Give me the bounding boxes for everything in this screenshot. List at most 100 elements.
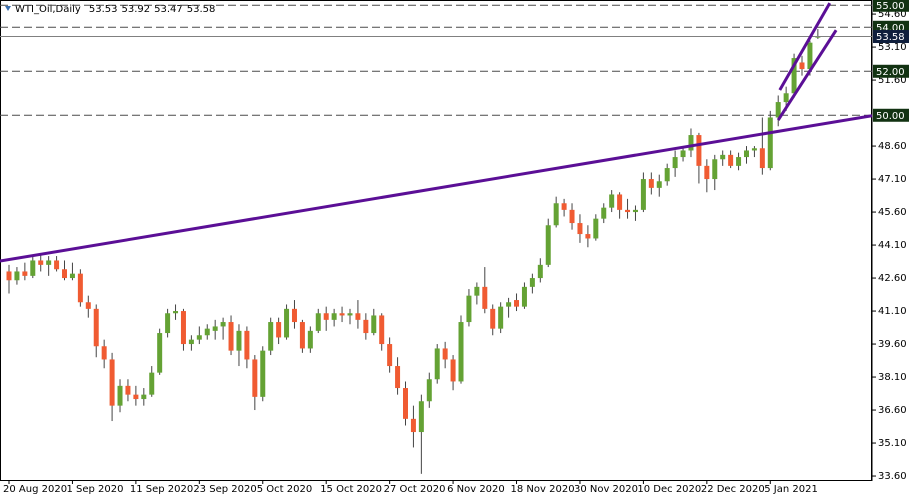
candle-body	[751, 148, 757, 151]
x-tick-label: 11 Sep 2020	[130, 484, 193, 495]
candle-body	[743, 150, 749, 158]
current-price-label: 53.58	[876, 32, 905, 43]
candle-body	[307, 330, 313, 349]
candle-body	[6, 271, 12, 281]
y-tick-label: 39.60	[878, 339, 907, 350]
candle-body	[680, 150, 686, 158]
candle-body	[252, 359, 258, 397]
candle-body	[220, 322, 226, 327]
candle-body	[363, 319, 369, 334]
candle-body	[712, 159, 718, 180]
candle-body	[783, 93, 789, 103]
current-price-box	[873, 30, 909, 44]
candle-body	[188, 339, 194, 345]
candle-body	[759, 148, 765, 169]
candle-body	[22, 271, 28, 276]
x-tick-label: 5 Jan 2021	[764, 484, 818, 495]
candle-body	[426, 379, 432, 402]
x-tick-label: 1 Sep 2020	[66, 484, 123, 495]
header-open: 53.53	[89, 4, 118, 15]
candle-body	[664, 168, 670, 182]
header-close: 53.58	[187, 4, 216, 15]
candle-body	[791, 58, 797, 94]
candle-body	[14, 271, 20, 281]
candle-body	[165, 313, 171, 334]
candle-body	[569, 209, 575, 224]
candle-body	[173, 311, 179, 314]
plot-area	[0, 0, 872, 481]
candle-body	[276, 322, 282, 338]
x-tick-label: 20 Aug 2020	[3, 484, 67, 495]
y-tick-label: 38.10	[878, 372, 907, 383]
candle-body	[141, 394, 147, 400]
candle-body	[196, 335, 202, 340]
candle-body	[648, 179, 654, 188]
level-label: 54.00	[876, 23, 905, 34]
candle-body	[506, 302, 512, 307]
candle-body	[204, 328, 210, 336]
candle-body	[632, 209, 638, 213]
candle-body	[157, 333, 163, 373]
candle-body	[490, 308, 496, 329]
candle-body	[30, 260, 36, 276]
candle-body	[553, 203, 559, 226]
y-tick-label: 44.10	[878, 240, 907, 251]
trend-line	[776, 29, 838, 121]
candle-body	[458, 322, 464, 382]
candle-body	[807, 42, 813, 70]
candle-body	[521, 286, 527, 307]
candle-body	[323, 313, 329, 320]
candle-body	[537, 264, 543, 279]
candle-body	[395, 366, 401, 389]
candle-body	[228, 322, 234, 351]
level-label-box	[873, 108, 909, 122]
candle-body	[331, 313, 337, 320]
candle-body	[339, 313, 345, 316]
candle-body	[379, 315, 385, 345]
candle-body	[117, 385, 123, 406]
candle-body	[450, 359, 456, 382]
candle-body	[577, 223, 583, 235]
candle-body	[704, 165, 710, 180]
x-tick-label: 6 Nov 2020	[447, 484, 505, 495]
candle-body	[62, 269, 68, 279]
level-label: 55.00	[876, 1, 905, 12]
candle-body	[625, 209, 631, 213]
y-tick-label: 35.10	[878, 438, 907, 449]
y-tick-label: 45.60	[878, 207, 907, 218]
candle-body	[482, 286, 488, 309]
candle-body	[69, 273, 75, 279]
candle-body	[672, 157, 678, 169]
candle-body	[767, 117, 773, 169]
candle-body	[728, 154, 734, 166]
candle-body	[561, 203, 567, 210]
candle-body	[688, 135, 694, 151]
candle-body	[315, 313, 321, 331]
candle-body	[442, 348, 448, 360]
candle-body	[268, 322, 274, 351]
trend-line	[778, 2, 832, 91]
candle-body	[601, 207, 607, 219]
x-tick-label: 15 Oct 2020	[320, 484, 382, 495]
level-label: 52.00	[876, 67, 905, 78]
candle-body	[529, 278, 535, 287]
x-tick-label: 27 Oct 2020	[384, 484, 446, 495]
x-tick-label: 10 Dec 2020	[637, 484, 701, 495]
candle-body	[291, 308, 297, 323]
candle-body	[180, 311, 186, 345]
candle-body	[54, 260, 60, 270]
header-icon	[5, 6, 11, 11]
candle-body	[46, 260, 52, 265]
candle-body	[410, 418, 416, 433]
candle-body	[77, 273, 83, 303]
candle-body	[799, 62, 805, 70]
x-tick-label: 5 Oct 2020	[257, 484, 312, 495]
candle-body	[125, 385, 131, 395]
candle-body	[355, 313, 361, 320]
y-tick-label: 48.60	[878, 141, 907, 152]
candle-body	[498, 306, 504, 329]
candle-body	[815, 36, 821, 38]
candle-body	[133, 394, 139, 400]
y-tick-label: 36.60	[878, 405, 907, 416]
